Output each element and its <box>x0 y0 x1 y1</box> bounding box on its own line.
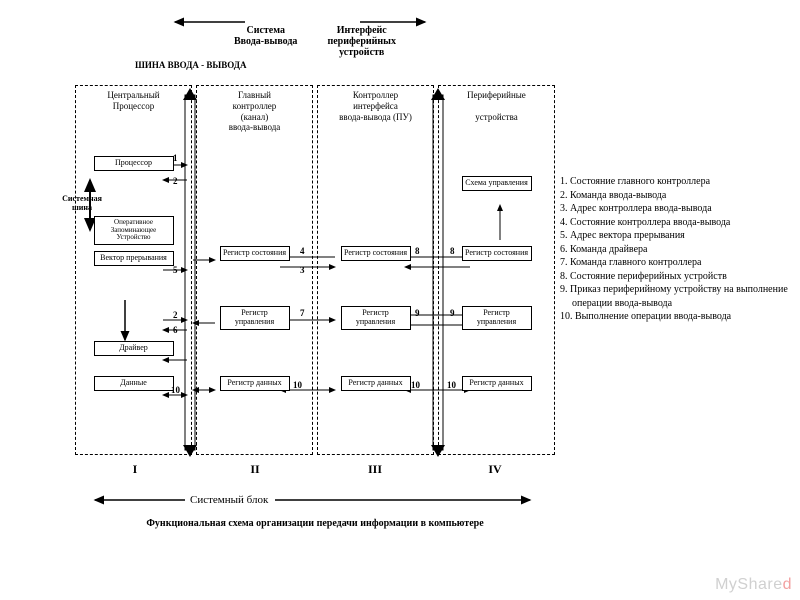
watermark: MyShared <box>715 576 792 594</box>
box-ctrl-scheme: Схема управления <box>462 176 532 191</box>
col-3: Контроллер интерфейса ввода-вывода (ПУ) … <box>317 85 434 455</box>
label-system-io: Система Ввода-вывода <box>234 25 297 58</box>
n-2a: 2 <box>173 176 178 186</box>
box-processor: Процессор <box>94 156 174 171</box>
box-data: Данные <box>94 376 174 391</box>
diagram-root: Система Ввода-вывода Интерфейс периферий… <box>75 10 555 570</box>
legend-10: 10. Выполнение операции ввода-вывода <box>560 310 790 324</box>
footer-caption: Функциональная схема организации передач… <box>75 518 555 529</box>
footer: Системный блок Функциональная схема орга… <box>75 500 555 529</box>
n-5: 5 <box>173 265 178 275</box>
box-c4-ctrl: Регистр управления <box>462 306 532 330</box>
legend-8: 8. Состояние периферийных устройств <box>560 270 790 284</box>
columns: Центральный Процессор Процессор Оператив… <box>75 85 555 455</box>
col-2: Главный контроллер (канал) ввода-вывода … <box>196 85 313 455</box>
bus-label: ШИНА ВВОДА - ВЫВОДА <box>135 60 246 70</box>
box-c3-data: Регистр данных <box>341 376 411 391</box>
n-2b: 2 <box>173 310 178 320</box>
legend-2: 2. Команда ввода-вывода <box>560 189 790 203</box>
legend-3: 3. Адрес контроллера ввода-вывода <box>560 202 790 216</box>
n-9b: 9 <box>450 308 455 318</box>
n-10c: 10 <box>411 380 420 390</box>
box-c3-state: Регистр состояния <box>341 246 411 261</box>
box-c4-data: Регистр данных <box>462 376 532 391</box>
legend-1: 1. Состояние главного контроллера <box>560 175 790 189</box>
box-c4-state: Регистр состояния <box>462 246 532 261</box>
n-8a: 8 <box>415 246 420 256</box>
label-peripheral-if: Интерфейс периферийных устройств <box>327 25 396 58</box>
n-10d: 10 <box>447 380 456 390</box>
legend-6: 6. Команда драйвера <box>560 243 790 257</box>
watermark-left: MyShare <box>715 576 783 593</box>
roman-row: I II III IV <box>75 462 555 477</box>
n-9a: 9 <box>415 308 420 318</box>
box-c2-data: Регистр данных <box>220 376 290 391</box>
box-c2-state: Регистр состояния <box>220 246 290 261</box>
roman-1: I <box>75 462 195 477</box>
top-labels: Система Ввода-вывода Интерфейс периферий… <box>75 10 555 58</box>
sys-block-label: Системный блок <box>190 494 268 506</box>
legend-5: 5. Адрес вектора прерывания <box>560 229 790 243</box>
roman-3: III <box>315 462 435 477</box>
box-c3-ctrl: Регистр управления <box>341 306 411 330</box>
col-4: Периферийные устройства Схема управления… <box>438 85 555 455</box>
box-driver: Драйвер <box>94 341 174 356</box>
box-int-vector: Вектор прерывания <box>94 251 174 266</box>
n-6: 6 <box>173 325 178 335</box>
legend: 1. Состояние главного контроллера 2. Ком… <box>560 175 790 324</box>
roman-4: IV <box>435 462 555 477</box>
watermark-right: d <box>783 576 792 593</box>
col-4-header: Периферийные устройства <box>441 90 552 150</box>
col-1-header: Центральный Процессор <box>78 90 189 150</box>
n-10b: 10 <box>293 380 302 390</box>
n-4: 4 <box>300 246 305 256</box>
n-7: 7 <box>300 308 305 318</box>
box-ram: Оперативное Запоминающее Устройство <box>94 216 174 245</box>
n-8b: 8 <box>450 246 455 256</box>
n-3: 3 <box>300 265 305 275</box>
legend-9: 9. Приказ периферийному устройству на вы… <box>560 283 790 310</box>
legend-4: 4. Состояние контроллера ввода-вывода <box>560 216 790 230</box>
roman-2: II <box>195 462 315 477</box>
n-10a: 10 <box>171 385 180 395</box>
n-1: 1 <box>173 153 178 163</box>
legend-7: 7. Команда главного контроллера <box>560 256 790 270</box>
col-2-header: Главный контроллер (канал) ввода-вывода <box>199 90 310 150</box>
box-c2-ctrl: Регистр управления <box>220 306 290 330</box>
col-3-header: Контроллер интерфейса ввода-вывода (ПУ) <box>320 90 431 150</box>
